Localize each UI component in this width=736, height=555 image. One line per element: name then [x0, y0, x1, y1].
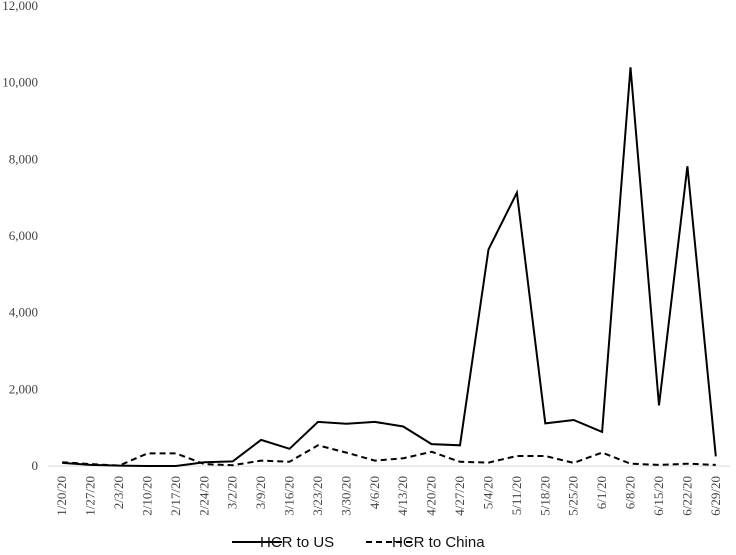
x-tick-label: 6/1/20 — [594, 476, 609, 509]
x-tick-label: 3/9/20 — [253, 476, 268, 509]
y-axis: 12,000 10,000 8,000 6,000 4,000 2,000 0 — [2, 0, 38, 473]
x-tick-label: 4/20/20 — [424, 476, 439, 516]
x-tick-label: 3/30/20 — [338, 476, 353, 516]
x-tick-label: 4/6/20 — [367, 476, 382, 509]
x-tick-label: 2/10/20 — [139, 476, 154, 516]
x-tick-label: 3/2/20 — [225, 476, 240, 509]
y-tick-label: 10,000 — [2, 75, 38, 90]
series-line-hcr-to-us — [62, 67, 717, 467]
y-tick-label: 4,000 — [9, 305, 38, 320]
x-tick-label: 5/18/20 — [537, 476, 552, 516]
x-tick-label: 5/11/20 — [509, 476, 524, 515]
x-tick-label: 6/8/20 — [623, 476, 638, 509]
series-line-hcr-to-china — [62, 444, 716, 467]
x-tick-label: 2/24/20 — [196, 476, 211, 516]
x-tick-label: 2/3/20 — [111, 476, 126, 509]
legend-label: HCR to China — [392, 534, 485, 551]
x-tick-label: 3/23/20 — [310, 476, 325, 516]
legend-label: HCR to US — [260, 534, 334, 551]
x-tick-label: 4/13/20 — [395, 476, 410, 516]
x-axis: 1/20/20 1/27/20 2/3/20 2/10/20 2/17/20 2/24/2… — [48, 465, 730, 516]
x-tick-label: 4/27/20 — [452, 476, 467, 516]
legend: HCR to US HCR to China — [232, 534, 485, 551]
y-tick-label: 8,000 — [9, 151, 38, 166]
y-tick-label: 6,000 — [9, 228, 38, 243]
y-tick-label: 2,000 — [9, 381, 38, 396]
x-tick-label: 5/4/20 — [480, 476, 495, 509]
y-tick-label: 12,000 — [2, 0, 38, 13]
x-tick-label: 1/27/20 — [83, 476, 98, 516]
x-tick-label: 5/25/20 — [566, 476, 581, 516]
x-tick-label: 6/29/20 — [708, 476, 723, 516]
series-lines — [62, 67, 717, 467]
x-tick-label: 2/17/20 — [168, 476, 183, 516]
x-tick-label: 1/20/20 — [54, 476, 69, 516]
x-tick-label: 6/15/20 — [651, 476, 666, 516]
y-tick-label: 0 — [32, 458, 39, 473]
x-tick-label: 3/16/20 — [282, 476, 297, 516]
x-tick-label: 6/22/20 — [679, 476, 694, 516]
